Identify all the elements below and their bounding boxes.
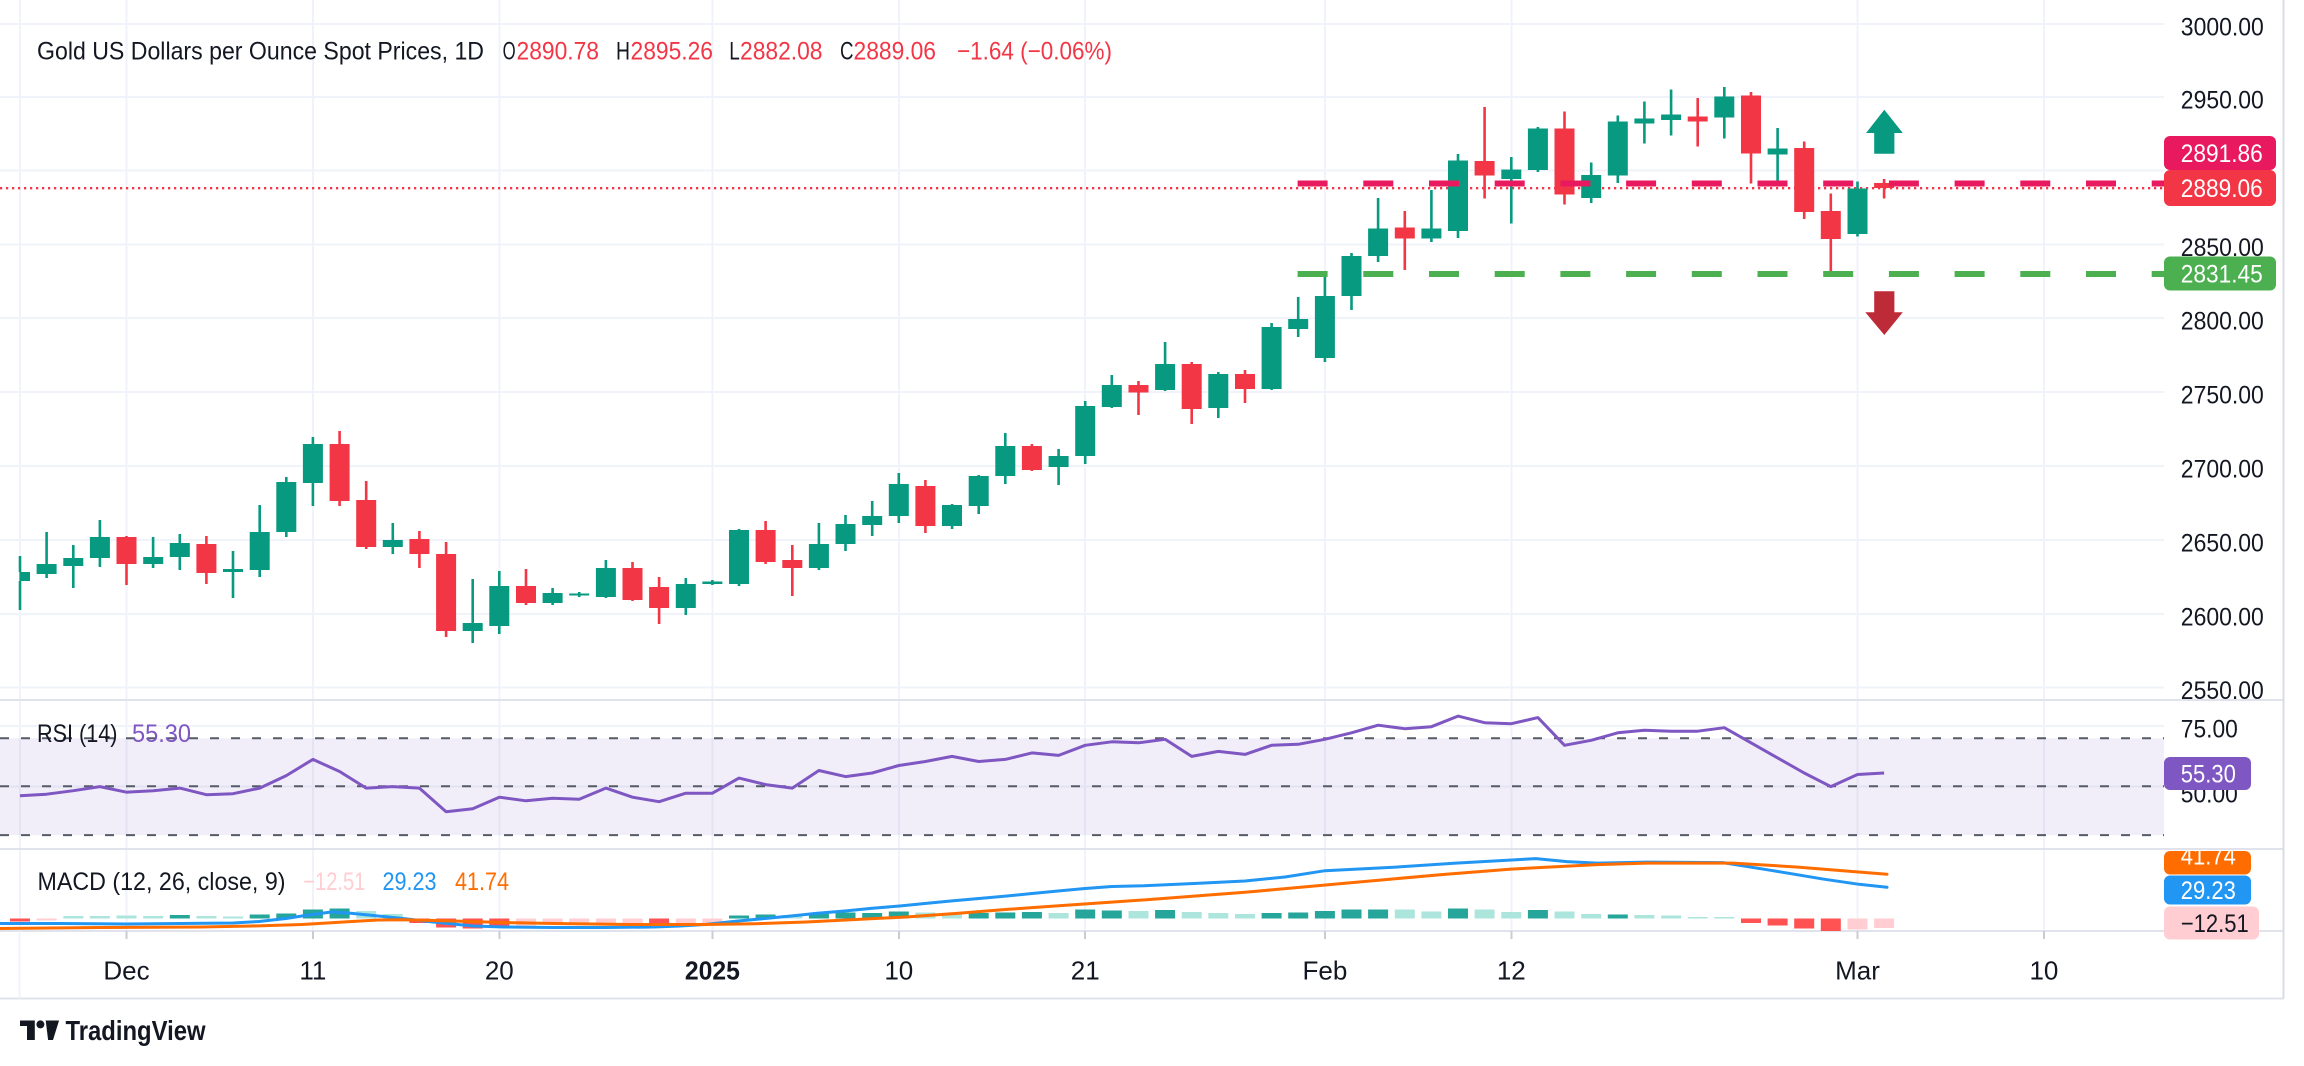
svg-text:2891.86: 2891.86 — [2181, 140, 2263, 168]
svg-text:C: C — [840, 38, 854, 66]
svg-text:2700.00: 2700.00 — [2181, 456, 2264, 484]
svg-text:Feb: Feb — [1302, 956, 1347, 986]
svg-text:29.23: 29.23 — [2181, 877, 2236, 905]
svg-text:2950.00: 2950.00 — [2181, 87, 2264, 115]
svg-text:3000.00: 3000.00 — [2181, 14, 2264, 42]
svg-text:TradingView: TradingView — [66, 1015, 207, 1046]
svg-text:41.74: 41.74 — [2181, 843, 2236, 871]
svg-text:2600.00: 2600.00 — [2181, 603, 2264, 631]
svg-text:2831.45: 2831.45 — [2181, 261, 2263, 289]
svg-text:2800.00: 2800.00 — [2181, 308, 2264, 336]
svg-text:12: 12 — [1497, 956, 1526, 986]
svg-text:20: 20 — [485, 956, 514, 986]
svg-text:55.30: 55.30 — [2181, 761, 2236, 789]
svg-text:2889.06: 2889.06 — [2181, 175, 2263, 203]
svg-text:10: 10 — [884, 956, 913, 986]
svg-text:2025: 2025 — [685, 956, 740, 986]
svg-text:2550.00: 2550.00 — [2181, 677, 2264, 705]
svg-text:29.23: 29.23 — [383, 868, 437, 896]
svg-text:RSI (14): RSI (14) — [37, 720, 118, 748]
svg-text:2895.26: 2895.26 — [631, 38, 714, 66]
svg-text:10: 10 — [2029, 956, 2058, 986]
svg-text:Dec: Dec — [103, 956, 149, 986]
svg-text:11: 11 — [299, 956, 326, 986]
svg-text:21: 21 — [1071, 956, 1100, 986]
svg-text:41.74: 41.74 — [455, 868, 509, 896]
svg-text:Mar: Mar — [1835, 956, 1880, 986]
svg-text:L: L — [729, 38, 740, 66]
svg-text:−12.51: −12.51 — [303, 868, 365, 896]
svg-text:MACD (12, 26, close, 9): MACD (12, 26, close, 9) — [38, 868, 286, 896]
svg-text:2882.08: 2882.08 — [740, 38, 823, 66]
svg-text:−1.64 (−0.06%): −1.64 (−0.06%) — [957, 38, 1112, 66]
svg-text:2890.78: 2890.78 — [517, 38, 600, 66]
svg-text:55.30: 55.30 — [132, 720, 191, 748]
svg-text:2750.00: 2750.00 — [2181, 382, 2264, 410]
svg-text:2650.00: 2650.00 — [2181, 530, 2264, 558]
svg-text:−12.51: −12.51 — [2181, 910, 2249, 938]
svg-text:75.00: 75.00 — [2181, 715, 2238, 743]
svg-text:H: H — [616, 38, 630, 66]
svg-text:Gold US Dollars per Ounce Spot: Gold US Dollars per Ounce Spot Prices, 1… — [37, 38, 484, 66]
svg-text:O: O — [503, 38, 516, 66]
svg-text:2889.06: 2889.06 — [854, 38, 937, 66]
